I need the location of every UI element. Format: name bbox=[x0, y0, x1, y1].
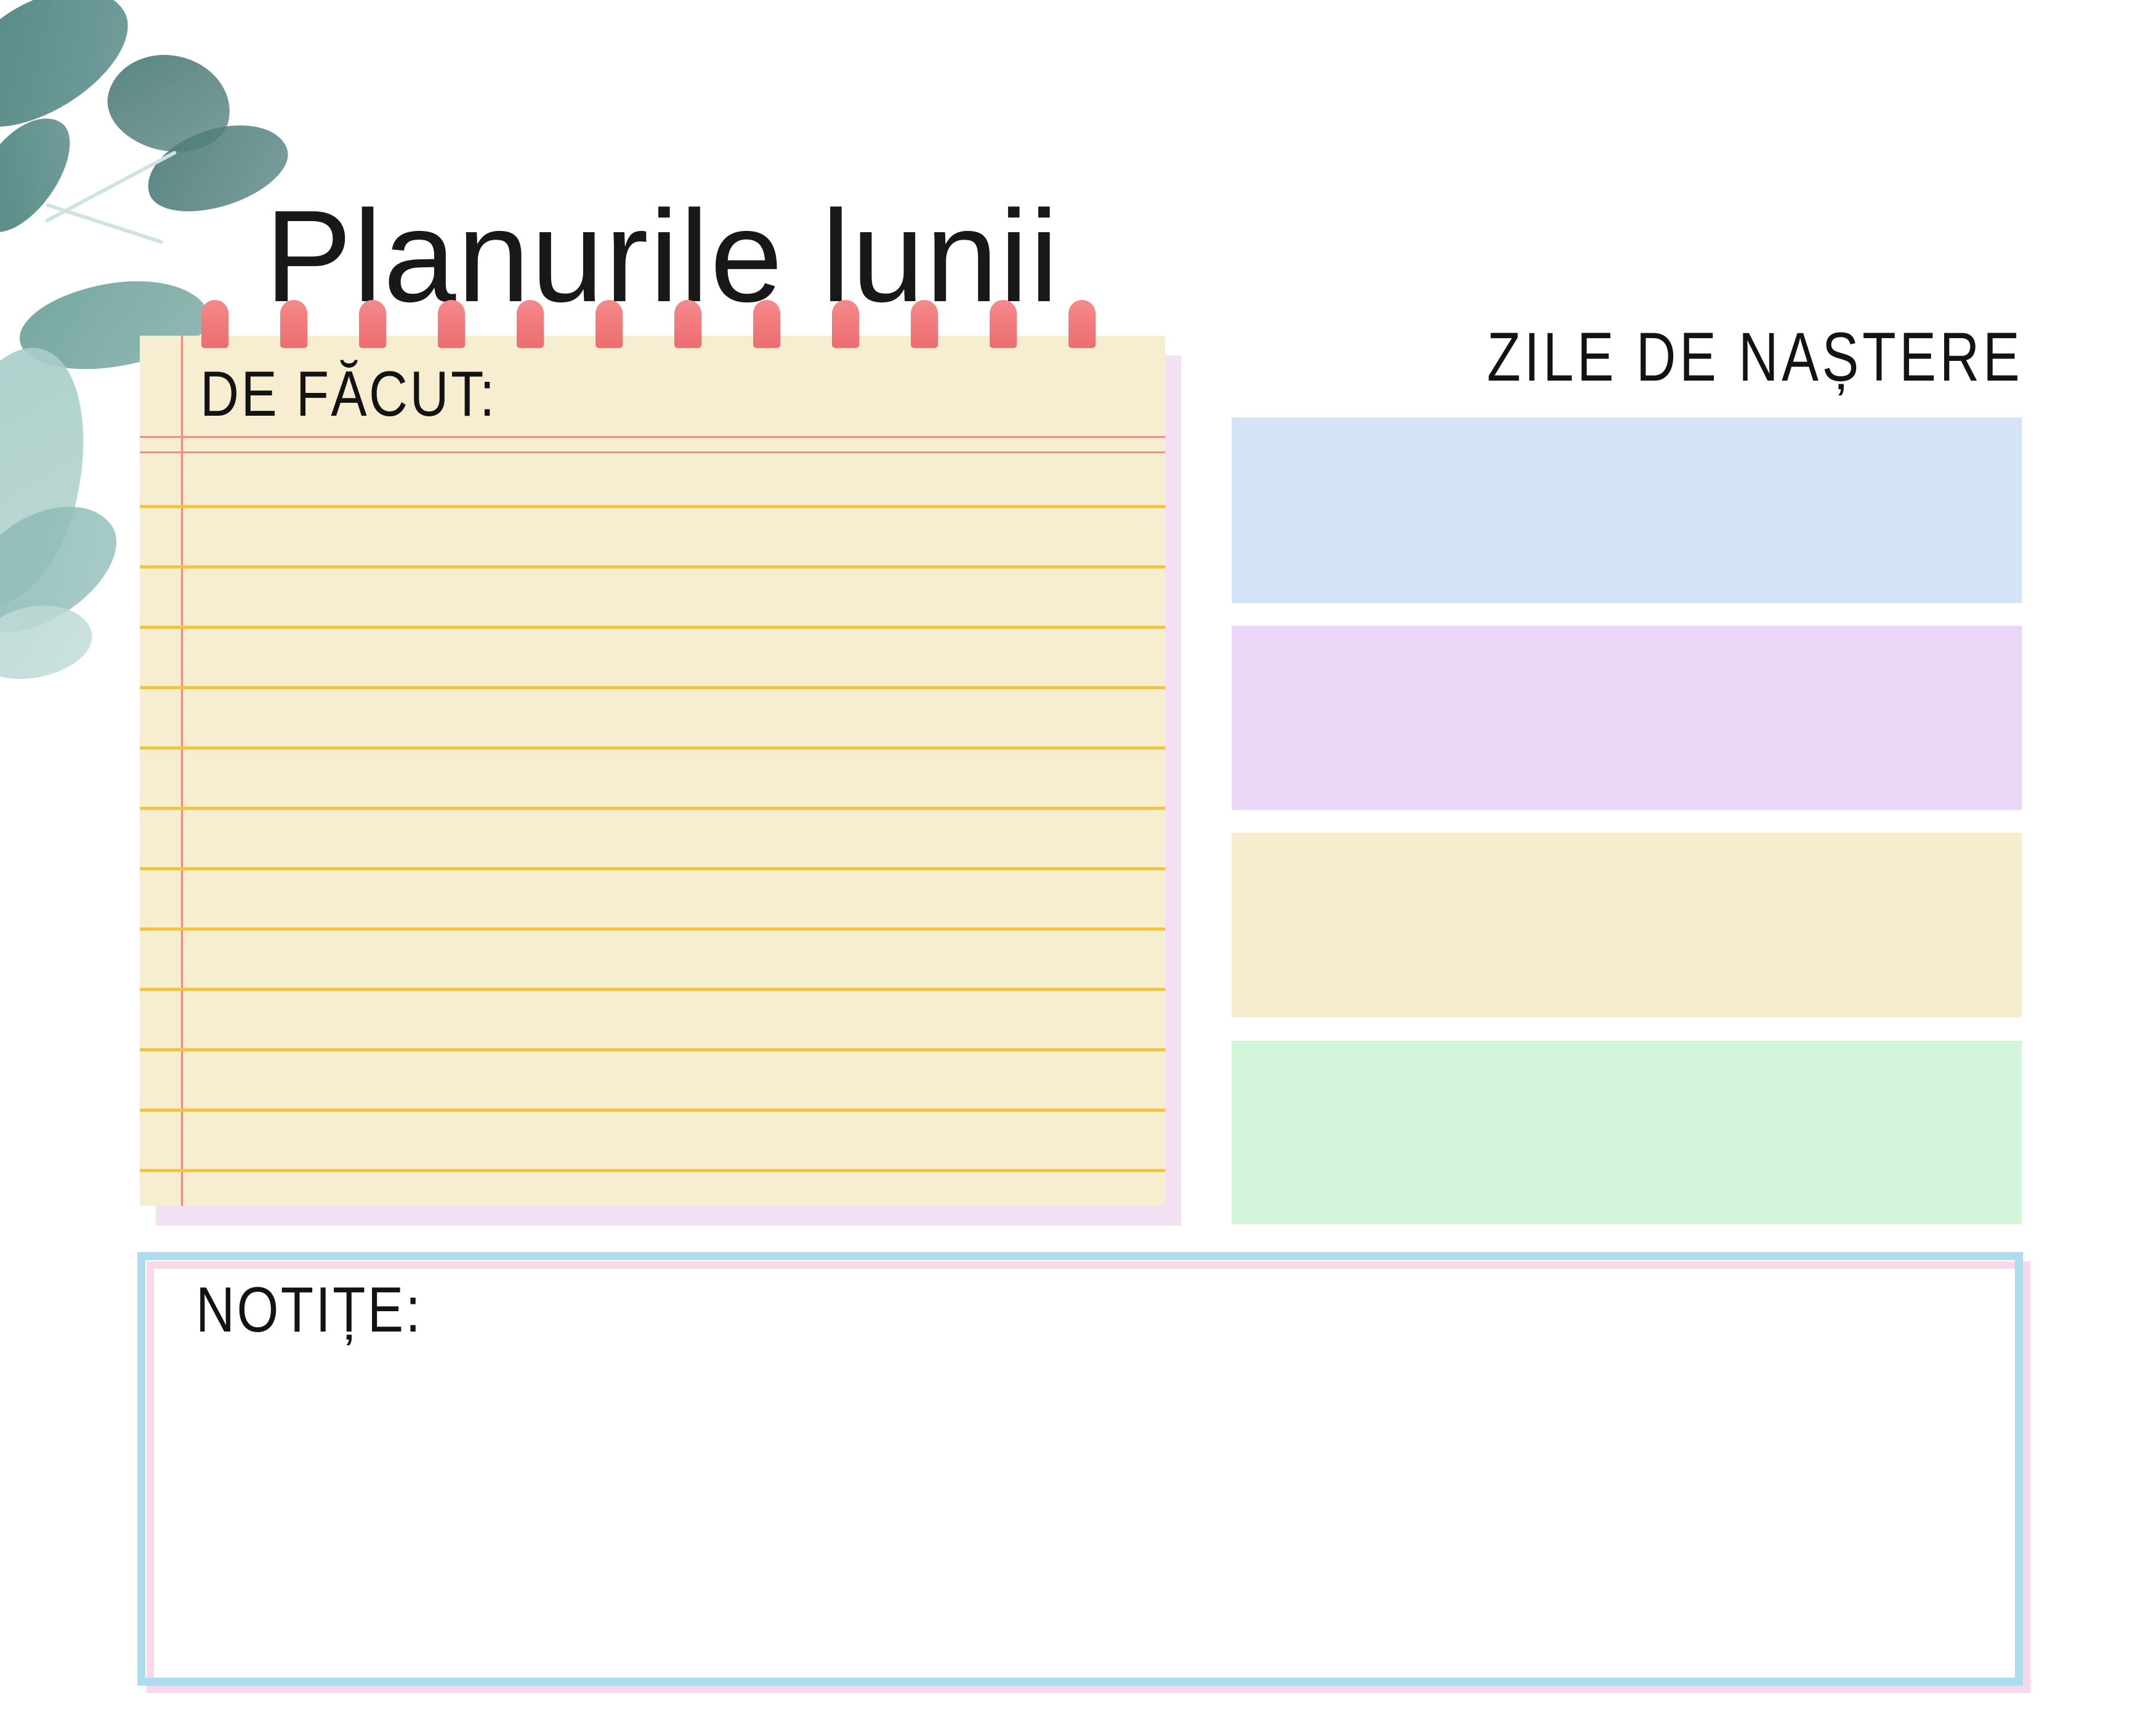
ruled-line-yellow bbox=[140, 505, 1165, 508]
ruled-line-yellow bbox=[140, 867, 1165, 870]
birthday-band bbox=[1232, 1041, 2022, 1224]
spiral-ring-icon bbox=[517, 300, 544, 348]
spiral-ring-icon bbox=[596, 300, 623, 348]
notes-outer-border bbox=[137, 1252, 2023, 1686]
ruled-line-red bbox=[140, 451, 1165, 453]
notes-inner-border bbox=[147, 1261, 2030, 1693]
ruled-line-yellow bbox=[140, 1169, 1165, 1172]
spiral-ring-icon bbox=[832, 300, 859, 348]
spiral-ring-icon bbox=[1068, 300, 1096, 348]
spiral-ring-icon bbox=[753, 300, 780, 348]
ruled-line-yellow bbox=[140, 565, 1165, 568]
spiral-ring-icon bbox=[201, 300, 228, 348]
ruled-line-yellow bbox=[140, 988, 1165, 991]
ruled-line-yellow bbox=[140, 686, 1165, 689]
ruled-line-yellow bbox=[140, 746, 1165, 750]
spiral-ring-icon bbox=[674, 300, 701, 348]
notes-label: NOTIȚE: bbox=[196, 1274, 423, 1346]
spiral-ring-icon bbox=[359, 300, 386, 348]
birthday-band bbox=[1232, 626, 2022, 810]
page-title: Planurile lunii bbox=[265, 183, 1060, 329]
todo-label: DE FĂCUT: bbox=[200, 358, 497, 430]
ruled-line-yellow bbox=[140, 1109, 1165, 1112]
spiral-ring-icon bbox=[438, 300, 465, 348]
ruled-line-yellow bbox=[140, 807, 1165, 810]
birthday-band bbox=[1232, 833, 2022, 1017]
ruled-line-red bbox=[140, 436, 1165, 438]
margin-line bbox=[181, 336, 183, 1206]
notepad-paper bbox=[140, 336, 1165, 1206]
ruled-line-yellow bbox=[140, 1048, 1165, 1051]
birthdays-heading: ZILE DE NAȘTERE bbox=[1487, 318, 2023, 395]
ruled-line-yellow bbox=[140, 626, 1165, 629]
spiral-ring-icon bbox=[990, 300, 1017, 348]
leaf-stem bbox=[45, 203, 164, 245]
spiral-ring-icon bbox=[911, 300, 938, 348]
birthday-band bbox=[1232, 418, 2022, 603]
spiral-ring-icon bbox=[280, 300, 307, 348]
ruled-line-yellow bbox=[140, 928, 1165, 931]
